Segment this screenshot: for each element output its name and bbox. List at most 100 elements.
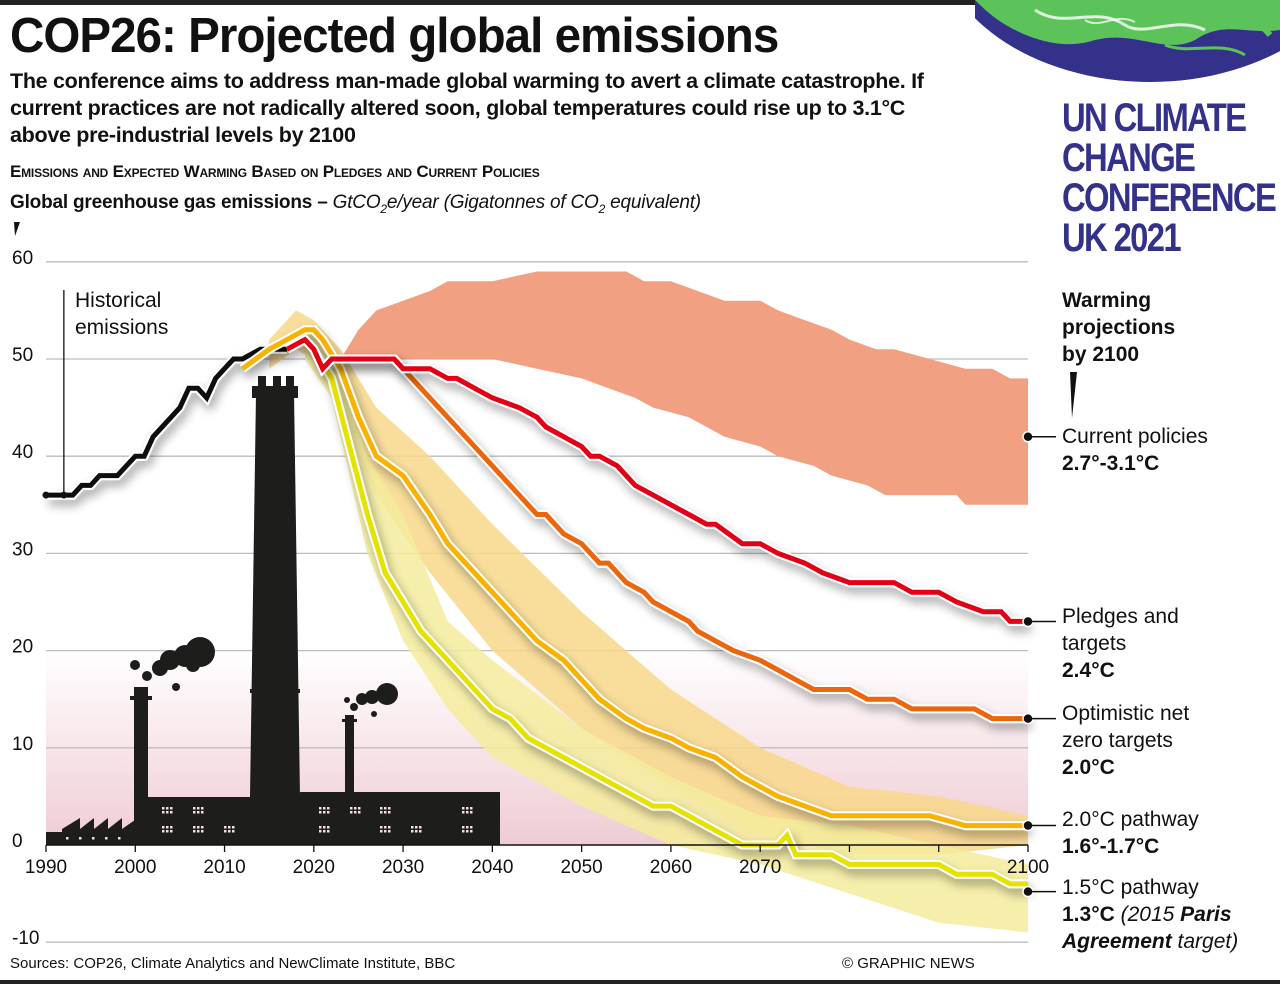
factory-window (118, 837, 121, 840)
legend-item-temp: 1.3°C (1062, 903, 1115, 926)
factory-window (166, 830, 169, 833)
series-1-5-c-pathway (301, 336, 1028, 889)
factory-window (197, 811, 200, 814)
factory-window (232, 830, 235, 833)
factory-window (415, 830, 418, 833)
factory-window (170, 807, 173, 810)
factory-window (327, 830, 330, 833)
factory-window (228, 830, 231, 833)
factory-window (358, 807, 361, 810)
historical-annotation: Historical emissions (75, 287, 168, 341)
factory-window (419, 830, 422, 833)
smoke-puff (365, 690, 379, 704)
factory-window (466, 830, 469, 833)
bottom-border (0, 980, 1280, 984)
factory-window (166, 811, 169, 814)
factory-window (388, 826, 391, 829)
factory-window (354, 807, 357, 810)
unit-line: Global greenhouse gas emissions – GtCO2e… (10, 192, 701, 216)
line-optimistic-net-zero-targets (331, 356, 1028, 722)
series-lines (42, 290, 1028, 889)
factory-window (319, 830, 322, 833)
factory-window (470, 826, 473, 829)
x-tick-label: 1990 (25, 857, 67, 878)
chimney-left-ring (130, 696, 152, 700)
x-tick-label: 2060 (650, 857, 692, 878)
factory-window (327, 826, 330, 829)
factory-window (224, 826, 227, 829)
factory-window (388, 811, 391, 814)
chimney-small-ring (342, 719, 357, 722)
legend-item-temp-line: 1.3°C (2015 Paris (1062, 901, 1238, 928)
intro-text: The conference aims to address man-made … (10, 69, 924, 147)
un-climate-logo-text: UN CLIMATE CHANGE CONFERENCE UK 2021 (1062, 96, 1277, 260)
legend-item-name: 1.5°C pathway (1062, 876, 1199, 899)
unit-italic-3: equivalent) (605, 192, 701, 213)
logo-line: UK 2021 (1062, 216, 1182, 260)
series-optimistic-net-zero-targets (331, 354, 1028, 724)
series-pledges-and-targets (284, 333, 1028, 626)
factory-window (193, 826, 196, 829)
historical-label-line: emissions (75, 316, 169, 339)
legend-heading-line: projections (1062, 316, 1176, 339)
logo-line: UN CLIMATE (1062, 96, 1247, 140)
factory-window (415, 826, 418, 829)
factory-window (384, 826, 387, 829)
factory-window (193, 811, 196, 814)
factory-window (388, 830, 391, 833)
legend-item-temp: 2.4°C (1062, 659, 1115, 682)
legend-item-name: Current policies (1062, 425, 1208, 448)
globe-logo-icon (975, 0, 1280, 82)
factory-window (470, 811, 473, 814)
chimney-tall-ring (250, 689, 300, 693)
factory-window (388, 807, 391, 810)
legend-item-temp: 1.6°-1.7°C (1062, 835, 1160, 858)
factory-window (327, 811, 330, 814)
factory-window (166, 826, 169, 829)
series-historical-emissions (46, 344, 287, 500)
factory-window (466, 811, 469, 814)
y-tick-label: 50 (12, 345, 33, 366)
y-tick-label: 0 (12, 831, 23, 852)
legend-item-name: zero targets (1062, 729, 1173, 752)
factory-window (350, 807, 353, 810)
factory-window (470, 830, 473, 833)
sources-text: Sources: COP26, Climate Analytics and Ne… (10, 955, 456, 972)
x-axis (14, 222, 1029, 852)
line-2-0-c-pathway (240, 327, 1028, 829)
factory-window (162, 826, 165, 829)
legend-item-temp: 2.7°-3.1°C (1062, 452, 1160, 475)
legend-note: (2015 (1114, 903, 1181, 926)
unit-italic-1: GtCO (332, 192, 381, 213)
factory-window (193, 807, 196, 810)
factory-window (323, 826, 326, 829)
legend-item-optimistic: Optimistic net zero targets 2.0°C (1062, 700, 1189, 781)
x-tick-label: 2070 (739, 857, 781, 878)
legend-item-name: Optimistic net (1062, 702, 1190, 725)
factory-hall-left (148, 797, 250, 845)
factory-window (323, 807, 326, 810)
top-border (0, 0, 1280, 5)
chimney-tall-cap (252, 386, 298, 398)
x-tick-label: 2000 (114, 857, 156, 878)
unit-sub-2: 2 (598, 201, 606, 216)
line-pledges-and-targets (285, 336, 1028, 624)
factory-window (350, 811, 353, 814)
y-tick-label: 60 (12, 248, 33, 269)
factory-window (466, 826, 469, 829)
chimney-tall-base (250, 797, 300, 845)
legend-heading: Warming projections by 2100 (1062, 287, 1175, 368)
line-1-5-c-pathway (303, 337, 1028, 887)
legend-item-temp: 2.0°C (1062, 756, 1115, 779)
factory-window (411, 830, 414, 833)
x-tick-label: 2020 (293, 857, 335, 878)
factory-window (384, 807, 387, 810)
legend-item-name: 2.0°C pathway (1062, 808, 1199, 831)
chimney-tall (250, 393, 300, 797)
factory-window (470, 807, 473, 810)
y-tick-label: -10 (12, 928, 39, 949)
factory-window (462, 807, 465, 810)
legend-heading-line: Warming (1062, 289, 1152, 312)
factory-window (411, 826, 414, 829)
factory-window (327, 807, 330, 810)
